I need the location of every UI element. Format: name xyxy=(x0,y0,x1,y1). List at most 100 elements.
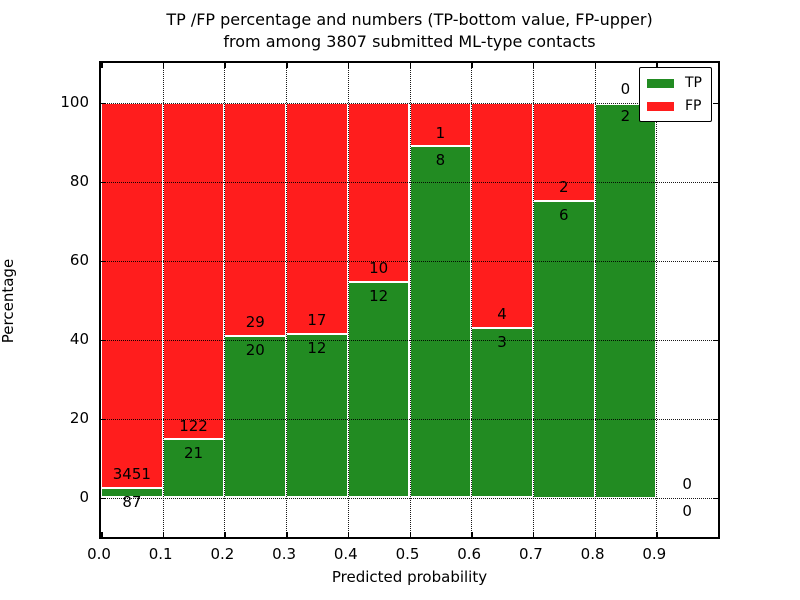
x-tick-mark xyxy=(347,532,350,537)
y-tick-mark xyxy=(713,260,718,262)
x-tick-label: 0.5 xyxy=(395,545,420,563)
tp-count-label: 8 xyxy=(435,151,446,170)
x-tick-mark xyxy=(594,63,597,68)
x-tick-mark xyxy=(656,532,658,537)
chart-title-line1: TP /FP percentage and numbers (TP-bottom… xyxy=(166,10,653,29)
gridline-vertical xyxy=(471,63,473,537)
legend: TP FP xyxy=(639,67,712,122)
bar-segment-fp xyxy=(409,102,472,147)
x-tick-mark xyxy=(409,532,411,537)
x-tick-mark xyxy=(471,532,473,537)
fp-swatch-icon xyxy=(647,101,674,111)
bar-segment-fp xyxy=(471,102,533,329)
gridline-vertical xyxy=(224,63,226,537)
tp-count-label: 20 xyxy=(245,341,265,360)
x-tick-mark xyxy=(286,63,288,68)
tp-count-label: 12 xyxy=(307,338,327,357)
y-tick-mark xyxy=(713,102,718,104)
tp-swatch-icon xyxy=(647,78,674,88)
gridline-vertical xyxy=(594,63,596,537)
plot-area: TP FP 3451 87 122 21 29 20 17 12 10 12 1 8 4 3 2 6 0 2 0 0 xyxy=(99,61,720,539)
x-tick-mark xyxy=(224,532,226,537)
x-tick-mark xyxy=(101,532,103,537)
y-tick-mark xyxy=(101,418,106,420)
bar-segment-tp xyxy=(471,328,533,498)
y-tick-label: 100 xyxy=(60,92,89,111)
x-tick-label: 0.2 xyxy=(210,545,235,563)
tp-count-label: 2 xyxy=(620,107,631,126)
fp-count-label: 3451 xyxy=(112,464,151,483)
fp-count-label: 4 xyxy=(497,305,507,324)
y-tick-label: 20 xyxy=(69,408,89,427)
gridline-vertical xyxy=(532,63,534,537)
bar-segment-fp xyxy=(162,102,225,440)
gridline-vertical xyxy=(286,63,288,537)
tp-count-label: 3 xyxy=(497,333,507,352)
y-tick-mark xyxy=(713,181,718,183)
y-tick-mark xyxy=(101,181,106,183)
x-tick-mark xyxy=(532,63,535,68)
fp-count-label: 122 xyxy=(179,416,208,435)
x-tick-mark xyxy=(347,63,350,68)
x-tick-mark xyxy=(594,532,597,537)
x-tick-label: 0.3 xyxy=(272,545,297,563)
x-axis-label: Predicted probability xyxy=(331,568,488,586)
fp-count-label: 10 xyxy=(369,259,389,278)
y-tick-mark xyxy=(101,102,106,104)
y-tick-label: 80 xyxy=(69,171,89,190)
bar-segment-fp xyxy=(532,102,595,202)
y-axis-label: Percentage xyxy=(0,258,17,344)
bar-segment-fp xyxy=(286,102,348,335)
x-tick-mark xyxy=(409,63,411,68)
tp-count-label: 87 xyxy=(122,492,142,511)
fp-count-label: 0 xyxy=(620,79,631,98)
y-tick-mark xyxy=(101,260,106,262)
x-tick-mark xyxy=(532,532,535,537)
gridline-vertical xyxy=(656,63,658,537)
fp-count-label: 29 xyxy=(245,313,265,332)
x-tick-mark xyxy=(471,63,473,68)
bar-segment-fp xyxy=(224,102,287,337)
y-tick-label: 40 xyxy=(69,329,89,348)
x-tick-label: 0.7 xyxy=(518,545,543,563)
legend-item-fp: FP xyxy=(647,97,702,115)
y-tick-mark xyxy=(713,497,718,499)
x-tick-mark xyxy=(101,63,103,68)
x-tick-mark xyxy=(162,63,165,68)
y-tick-mark xyxy=(713,339,718,341)
bar-segment-tp xyxy=(532,201,595,498)
legend-item-tp: TP xyxy=(647,74,702,92)
gridline-vertical xyxy=(409,63,411,537)
bar-segment-tp xyxy=(347,282,410,498)
x-tick-mark xyxy=(162,532,165,537)
x-tick-label: 0.8 xyxy=(580,545,605,563)
bar-segment-tp xyxy=(101,487,163,498)
chart-title: TP /FP percentage and numbers (TP-bottom… xyxy=(99,9,720,53)
fp-count-label: 0 xyxy=(682,474,692,493)
y-tick-label: 0 xyxy=(79,487,89,506)
y-tick-label: 60 xyxy=(69,250,89,269)
fp-count-label: 2 xyxy=(558,178,569,197)
y-tick-mark xyxy=(101,497,106,499)
x-tick-label: 0.1 xyxy=(148,545,173,563)
bar-segment-tp xyxy=(594,102,657,498)
legend-label-tp: TP xyxy=(685,75,702,91)
fp-count-label: 17 xyxy=(307,311,327,330)
x-tick-label: 0.6 xyxy=(457,545,482,563)
y-tick-mark xyxy=(713,418,718,420)
tp-count-label: 6 xyxy=(558,206,569,225)
chart-title-line2: from among 3807 submitted ML-type contac… xyxy=(223,32,596,51)
bar-segment-fp xyxy=(347,102,410,283)
tp-count-label: 21 xyxy=(184,444,204,463)
x-tick-label: 0.9 xyxy=(642,545,667,563)
tp-count-label: 12 xyxy=(369,286,389,305)
x-tick-mark xyxy=(286,532,288,537)
bar-segment-tp xyxy=(224,336,287,498)
bar-segment-fp xyxy=(101,102,163,488)
x-tick-mark xyxy=(224,63,226,68)
tp-count-label: 0 xyxy=(682,502,692,521)
legend-label-fp: FP xyxy=(685,98,702,114)
x-tick-label: 0.0 xyxy=(87,545,111,563)
bar-segment-tp xyxy=(286,334,348,498)
